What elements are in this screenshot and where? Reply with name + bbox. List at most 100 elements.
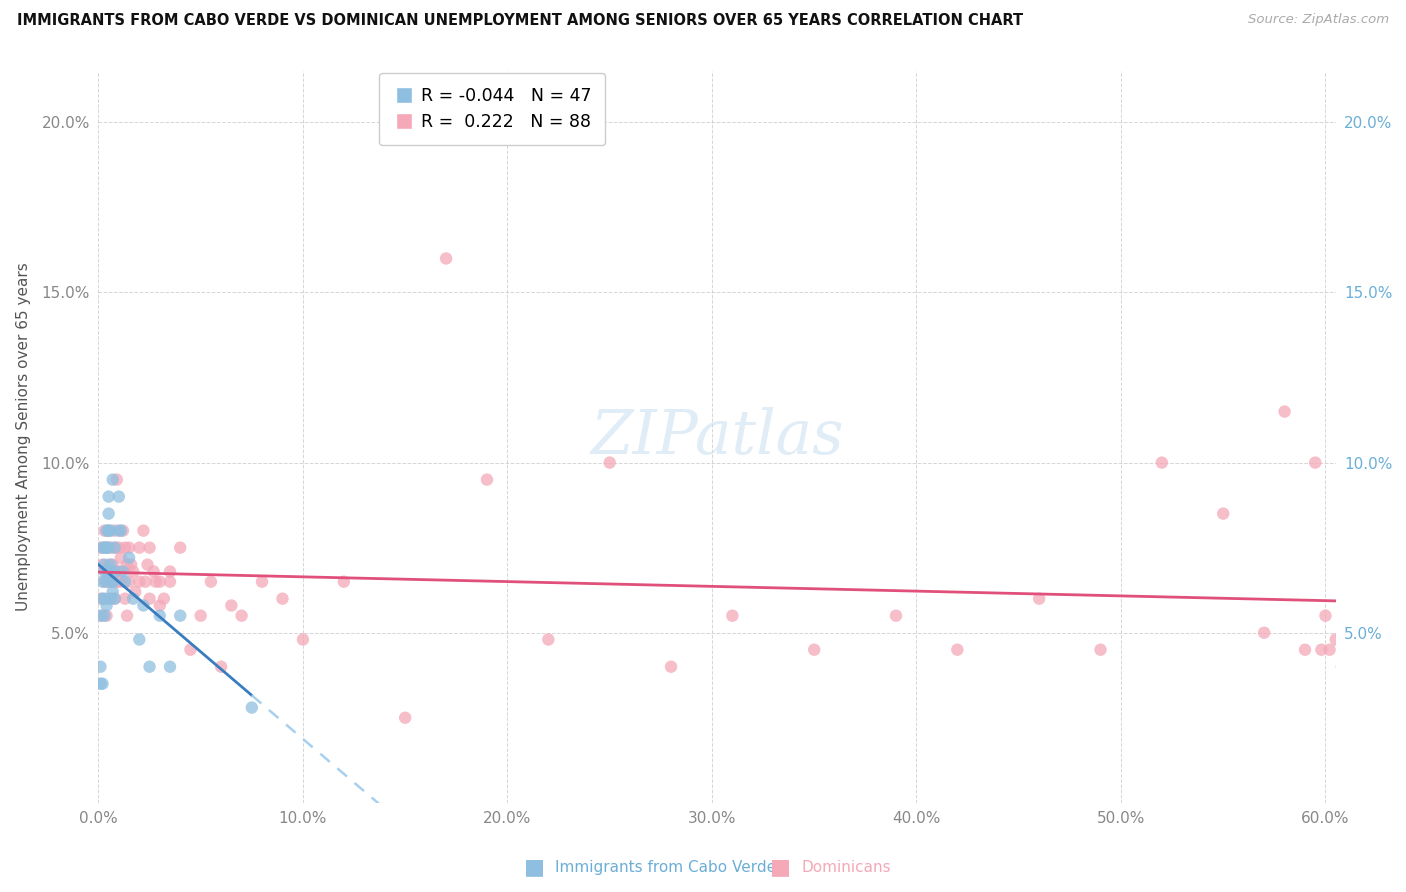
Point xyxy=(100,591,122,606)
Point xyxy=(1090,642,1112,657)
Point xyxy=(132,524,155,538)
Point xyxy=(101,585,124,599)
Point xyxy=(101,574,124,589)
Point xyxy=(93,591,115,606)
Point xyxy=(136,558,159,572)
Point xyxy=(96,599,118,613)
Point xyxy=(93,574,115,589)
Point xyxy=(104,565,127,579)
Point xyxy=(1212,507,1234,521)
Point xyxy=(114,574,136,589)
Point xyxy=(104,524,127,538)
Point xyxy=(537,632,560,647)
Point xyxy=(159,565,181,579)
Point xyxy=(97,591,120,606)
Point xyxy=(120,558,142,572)
Point xyxy=(179,642,201,657)
Point xyxy=(104,541,127,555)
Point xyxy=(91,677,114,691)
Point xyxy=(333,574,356,589)
Point xyxy=(118,574,141,589)
Point xyxy=(291,632,314,647)
Point xyxy=(128,541,150,555)
Point xyxy=(91,558,114,572)
Point xyxy=(96,541,118,555)
Point xyxy=(104,591,127,606)
Text: Dominicans: Dominicans xyxy=(801,860,891,874)
Point xyxy=(104,541,127,555)
Point xyxy=(97,507,120,521)
Point xyxy=(97,524,120,538)
Point xyxy=(93,524,115,538)
Point xyxy=(91,608,114,623)
Point xyxy=(96,524,118,538)
Point xyxy=(91,591,114,606)
Point xyxy=(1274,404,1296,418)
Point xyxy=(475,473,498,487)
Text: ■: ■ xyxy=(524,857,544,877)
Point xyxy=(209,659,232,673)
Point xyxy=(138,659,160,673)
Point xyxy=(149,608,172,623)
Text: ■: ■ xyxy=(770,857,790,877)
Point xyxy=(803,642,825,657)
Point xyxy=(101,574,124,589)
Point xyxy=(96,565,118,579)
Point xyxy=(105,574,128,589)
Legend: R = -0.044   N = 47, R =  0.222   N = 88: R = -0.044 N = 47, R = 0.222 N = 88 xyxy=(380,73,606,145)
Text: IMMIGRANTS FROM CABO VERDE VS DOMINICAN UNEMPLOYMENT AMONG SENIORS OVER 65 YEARS: IMMIGRANTS FROM CABO VERDE VS DOMINICAN … xyxy=(17,13,1024,29)
Point xyxy=(1253,625,1275,640)
Point xyxy=(89,591,111,606)
Point xyxy=(721,608,744,623)
Point xyxy=(1334,632,1357,647)
Point xyxy=(122,591,145,606)
Point xyxy=(100,524,122,538)
Point xyxy=(96,541,118,555)
Point xyxy=(100,541,122,555)
Point xyxy=(124,585,146,599)
Point xyxy=(93,608,115,623)
Text: ZIPatlas: ZIPatlas xyxy=(591,407,844,467)
Point xyxy=(118,550,141,565)
Point xyxy=(138,591,160,606)
Point xyxy=(93,541,115,555)
Point xyxy=(105,473,128,487)
Point xyxy=(91,574,114,589)
Point xyxy=(394,711,416,725)
Point xyxy=(434,252,457,266)
Text: Immigrants from Cabo Verde: Immigrants from Cabo Verde xyxy=(555,860,776,874)
Text: Source: ZipAtlas.com: Source: ZipAtlas.com xyxy=(1249,13,1389,27)
Point xyxy=(101,473,124,487)
Point xyxy=(946,642,969,657)
Point xyxy=(1310,642,1333,657)
Point xyxy=(169,541,191,555)
Point xyxy=(96,574,118,589)
Point xyxy=(1294,642,1316,657)
Point xyxy=(231,608,253,623)
Point xyxy=(884,608,907,623)
Point xyxy=(240,700,263,714)
Point xyxy=(89,659,111,673)
Point xyxy=(221,599,243,613)
Point xyxy=(149,599,172,613)
Point xyxy=(153,591,176,606)
Point xyxy=(108,574,131,589)
Point xyxy=(122,565,145,579)
Point xyxy=(93,565,115,579)
Point xyxy=(134,574,156,589)
Point xyxy=(115,608,138,623)
Point xyxy=(599,456,621,470)
Point xyxy=(132,599,155,613)
Point xyxy=(110,550,132,565)
Point xyxy=(1150,456,1173,470)
Point xyxy=(97,565,120,579)
Point xyxy=(142,565,165,579)
Point xyxy=(149,574,172,589)
Point xyxy=(97,490,120,504)
Point xyxy=(96,608,118,623)
Point xyxy=(128,574,150,589)
Point xyxy=(108,524,131,538)
Point xyxy=(1346,653,1368,667)
Point xyxy=(114,591,136,606)
Point xyxy=(97,558,120,572)
